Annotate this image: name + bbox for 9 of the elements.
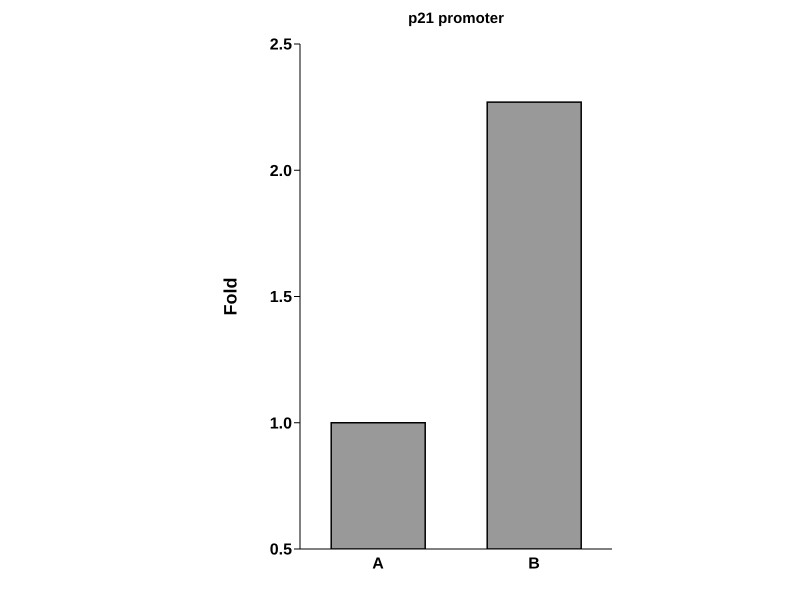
- chart-title: p21 promoter: [407, 10, 505, 27]
- x-tick-label: A: [372, 555, 384, 572]
- x-tick-label: B: [528, 555, 540, 572]
- y-tick-label: 2.5: [270, 36, 292, 54]
- y-tick-label: 0.5: [270, 542, 292, 559]
- y-tick-label: 2.0: [270, 162, 292, 180]
- y-tick-label: 1.5: [270, 289, 292, 306]
- y-tick-label: 1.0: [270, 415, 292, 432]
- y-axis-title: Fold: [220, 278, 240, 316]
